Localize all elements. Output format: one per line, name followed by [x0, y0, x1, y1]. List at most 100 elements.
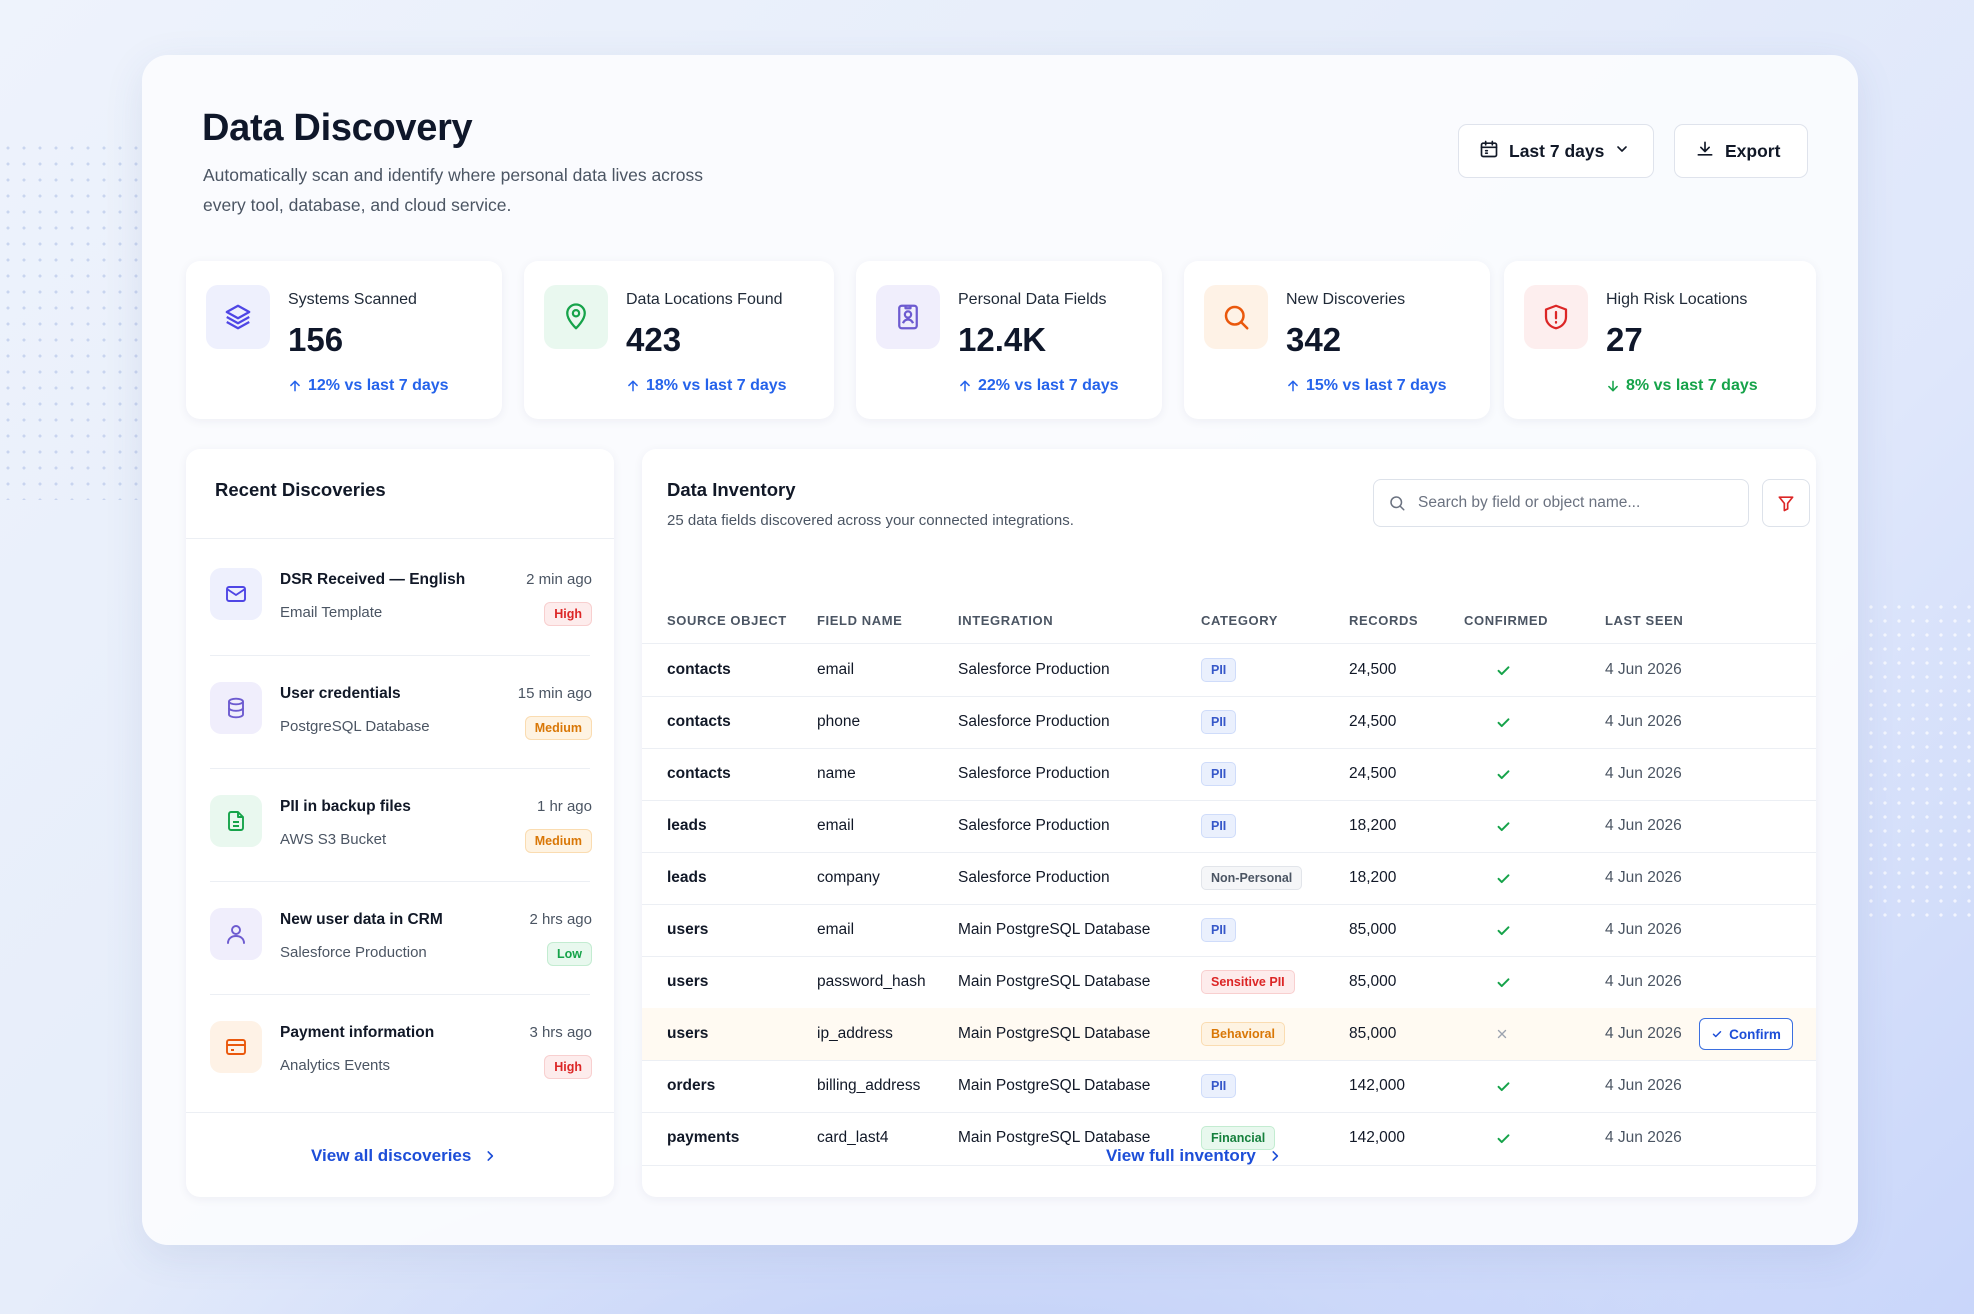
- row-divider: [642, 956, 1816, 957]
- date-range-label: Last 7 days: [1509, 140, 1605, 161]
- data-inventory-title: Data Inventory: [667, 479, 796, 500]
- cell-confirmed: [1495, 644, 1512, 696]
- download-icon: [1695, 139, 1715, 164]
- cell-field-name: ip_address: [817, 1025, 893, 1042]
- date-range-button[interactable]: Last 7 days: [1458, 124, 1654, 178]
- chevron-right-icon: [1272, 1151, 1279, 1161]
- severity-badge: High: [544, 602, 592, 626]
- table-row[interactable]: leads company Salesforce Production Non-Per…: [642, 852, 1816, 904]
- cell-category: Sensitive PII: [1201, 956, 1295, 1008]
- stat-label: Personal Data Fields: [958, 291, 1107, 308]
- discovery-item[interactable]: PII in backup files AWS S3 Bucket 1 hr a…: [186, 767, 614, 880]
- column-header-source[interactable]: SOURCE OBJECT: [667, 613, 787, 628]
- check-icon: [1497, 717, 1510, 727]
- category-badge: PII: [1201, 1074, 1237, 1098]
- arrow-down-icon: [1608, 380, 1618, 392]
- arrow-up-icon: [290, 380, 300, 392]
- row-divider: [642, 1112, 1816, 1113]
- cell-last-seen: 4 Jun 2026: [1605, 1077, 1682, 1094]
- discovery-item[interactable]: User credentials PostgreSQL Database 15 …: [186, 654, 614, 767]
- confirm-button[interactable]: Confirm: [1699, 1018, 1793, 1050]
- table-row[interactable]: leads email Salesforce Production PII 18,200…: [642, 800, 1816, 852]
- cell-source-object: orders: [667, 1077, 716, 1094]
- cell-source-object: leads: [667, 817, 707, 834]
- cell-last-seen: 4 Jun 2026: [1605, 921, 1682, 938]
- table-row[interactable]: contacts name Salesforce Production PII 24,5…: [642, 748, 1816, 800]
- column-header-confirmed[interactable]: CONFIRMED: [1464, 613, 1549, 628]
- stat-card-systems-scanned: Systems Scanned 156 12% vs last 7 days: [186, 261, 502, 419]
- discovery-item[interactable]: Payment information Analytics Events 3 h…: [186, 993, 614, 1106]
- discovery-source: PostgreSQL Database: [280, 718, 430, 735]
- discovery-title: PII in backup files: [280, 798, 411, 815]
- search-field[interactable]: [1373, 479, 1749, 527]
- table-row[interactable]: payments card_last4 Main PostgreSQL Databa…: [642, 1112, 1816, 1164]
- cell-last-seen: 4 Jun 2026: [1605, 1025, 1682, 1042]
- discovery-source: Email Template: [280, 604, 383, 621]
- table-row[interactable]: orders billing_address Main PostgreSQL Dat…: [642, 1060, 1816, 1112]
- cell-category: Behavioral: [1201, 1008, 1285, 1060]
- discovery-source: AWS S3 Bucket: [280, 831, 387, 848]
- divider: [210, 655, 590, 656]
- severity-badge: Low: [547, 942, 592, 966]
- cell-source-object: contacts: [667, 765, 731, 782]
- column-header-field[interactable]: FIELD NAME: [817, 613, 903, 628]
- table-row[interactable]: users ip_address Main PostgreSQL Database B…: [642, 1008, 1816, 1060]
- column-header-category[interactable]: CATEGORY: [1201, 613, 1279, 628]
- file-icon: [210, 795, 262, 847]
- stat-trend: 22% vs last 7 days: [958, 377, 1119, 395]
- mail-icon: [210, 568, 262, 620]
- cell-last-seen: 4 Jun 2026: [1605, 765, 1682, 782]
- export-button[interactable]: Export: [1674, 124, 1808, 178]
- category-badge: Sensitive PII: [1201, 970, 1295, 994]
- row-divider: [642, 748, 1816, 749]
- cell-integration: Main PostgreSQL Database: [958, 1025, 1151, 1042]
- row-divider: [642, 800, 1816, 801]
- stat-label: High Risk Locations: [1606, 291, 1748, 308]
- cell-integration: Salesforce Production: [958, 661, 1110, 678]
- page-title: Data Discovery: [202, 107, 473, 149]
- table-row[interactable]: users email Main PostgreSQL Database PII 85,…: [642, 904, 1816, 956]
- discovery-title: Payment information: [280, 1024, 435, 1041]
- shield-alert-icon: [1524, 285, 1588, 349]
- cell-integration: Main PostgreSQL Database: [958, 1077, 1151, 1094]
- search-input[interactable]: [1418, 494, 1718, 512]
- view-full-inventory-link[interactable]: View full inventory: [1106, 1146, 1282, 1166]
- cell-category: PII: [1201, 904, 1237, 956]
- discovery-title: DSR Received — English: [280, 571, 466, 588]
- column-header-records[interactable]: RECORDS: [1349, 613, 1419, 628]
- severity-badge: High: [544, 1055, 592, 1079]
- stat-value: 27: [1606, 321, 1643, 358]
- discovery-time: 2 min ago: [526, 571, 592, 588]
- user-icon: [210, 908, 262, 960]
- category-badge: Financial: [1201, 1126, 1276, 1150]
- table-row[interactable]: contacts email Salesforce Production PII 24,…: [642, 644, 1816, 696]
- discovery-time: 2 hrs ago: [529, 911, 592, 928]
- filter-button[interactable]: [1762, 479, 1810, 527]
- x-icon: [1497, 1029, 1507, 1039]
- discovery-source: Salesforce Production: [280, 944, 427, 961]
- stat-trend: 8% vs last 7 days: [1606, 377, 1758, 395]
- cell-records: 85,000: [1349, 973, 1397, 990]
- cell-last-seen: 4 Jun 2026: [1605, 1129, 1682, 1146]
- discovery-title: User credentials: [280, 685, 401, 702]
- check-icon: [1712, 1031, 1722, 1038]
- stat-trend: 12% vs last 7 days: [288, 377, 449, 395]
- stat-label: Systems Scanned: [288, 291, 417, 308]
- discovery-item[interactable]: New user data in CRM Salesforce Producti…: [186, 880, 614, 993]
- discovery-source: Analytics Events: [280, 1057, 391, 1074]
- column-header-last-seen[interactable]: LAST SEEN: [1605, 613, 1684, 628]
- cell-integration: Salesforce Production: [958, 869, 1110, 886]
- table-row[interactable]: users password_hash Main PostgreSQL Databa…: [642, 956, 1816, 1008]
- cell-field-name: name: [817, 765, 856, 782]
- stat-card-high-risk-locations: High Risk Locations 27 8% vs last 7 days: [1504, 261, 1816, 419]
- column-header-integration[interactable]: INTEGRATION: [958, 613, 1054, 628]
- filter-icon: [1778, 496, 1794, 512]
- row-divider: [642, 852, 1816, 853]
- stat-label: Data Locations Found: [626, 291, 783, 308]
- discovery-item[interactable]: DSR Received — English Email Template 2 …: [186, 540, 614, 653]
- divider: [210, 994, 590, 995]
- view-all-discoveries-link[interactable]: View all discoveries: [311, 1146, 497, 1166]
- table-row[interactable]: contacts phone Salesforce Production PII 24,…: [642, 696, 1816, 748]
- cell-category: PII: [1201, 644, 1237, 696]
- cell-source-object: users: [667, 973, 709, 990]
